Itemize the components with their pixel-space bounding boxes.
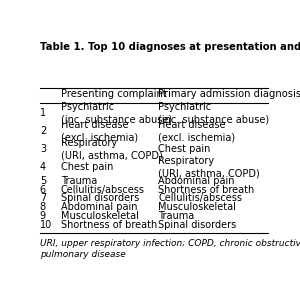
Text: Psychiatric
(inc. substance abuse): Psychiatric (inc. substance abuse) bbox=[158, 102, 269, 125]
Text: Heart disease
(excl. ischemia): Heart disease (excl. ischemia) bbox=[61, 120, 138, 143]
Text: Heart disease
(excl. ischemia): Heart disease (excl. ischemia) bbox=[158, 120, 236, 143]
Text: 9: 9 bbox=[40, 212, 46, 221]
Text: Primary admission diagnosis: Primary admission diagnosis bbox=[158, 89, 300, 99]
Text: Spinal disorders: Spinal disorders bbox=[158, 220, 237, 230]
Text: Shortness of breath: Shortness of breath bbox=[158, 184, 255, 194]
Text: Presenting complaint: Presenting complaint bbox=[61, 89, 166, 99]
Text: Spinal disorders: Spinal disorders bbox=[61, 194, 139, 203]
Text: URI, upper respiratory infection; COPD, chronic obstructive
pulmonary disease: URI, upper respiratory infection; COPD, … bbox=[40, 239, 300, 259]
Text: Respiratory
(URI, asthma, COPD): Respiratory (URI, asthma, COPD) bbox=[158, 156, 260, 178]
Text: Cellulitis/abscess: Cellulitis/abscess bbox=[61, 184, 145, 194]
Text: Abdominal pain: Abdominal pain bbox=[158, 175, 235, 186]
Text: Shortness of breath: Shortness of breath bbox=[61, 220, 157, 230]
Text: 4: 4 bbox=[40, 162, 46, 172]
Text: 10: 10 bbox=[40, 220, 52, 230]
Text: Trauma: Trauma bbox=[158, 212, 195, 221]
Text: 8: 8 bbox=[40, 203, 46, 212]
Text: Psychiatric
(inc. substance abuse): Psychiatric (inc. substance abuse) bbox=[61, 102, 172, 125]
Text: Abdominal pain: Abdominal pain bbox=[61, 203, 137, 212]
Text: 3: 3 bbox=[40, 144, 46, 154]
Text: Chest pain: Chest pain bbox=[61, 162, 113, 172]
Text: 1: 1 bbox=[40, 108, 46, 118]
Text: Trauma: Trauma bbox=[61, 175, 97, 186]
Text: Cellulitis/abscess: Cellulitis/abscess bbox=[158, 194, 242, 203]
Text: Table 1. Top 10 diagnoses at presentation and admission in the veteran’s affairs: Table 1. Top 10 diagnoses at presentatio… bbox=[40, 42, 300, 52]
Text: Musculoskeletal: Musculoskeletal bbox=[61, 212, 139, 221]
Text: 6: 6 bbox=[40, 184, 46, 194]
Text: 5: 5 bbox=[40, 175, 46, 186]
Text: Musculoskeletal: Musculoskeletal bbox=[158, 203, 236, 212]
Text: 7: 7 bbox=[40, 194, 46, 203]
Text: 2: 2 bbox=[40, 126, 46, 136]
Text: Respiratory
(URI, asthma, COPD): Respiratory (URI, asthma, COPD) bbox=[61, 138, 163, 160]
Text: Chest pain: Chest pain bbox=[158, 144, 211, 154]
